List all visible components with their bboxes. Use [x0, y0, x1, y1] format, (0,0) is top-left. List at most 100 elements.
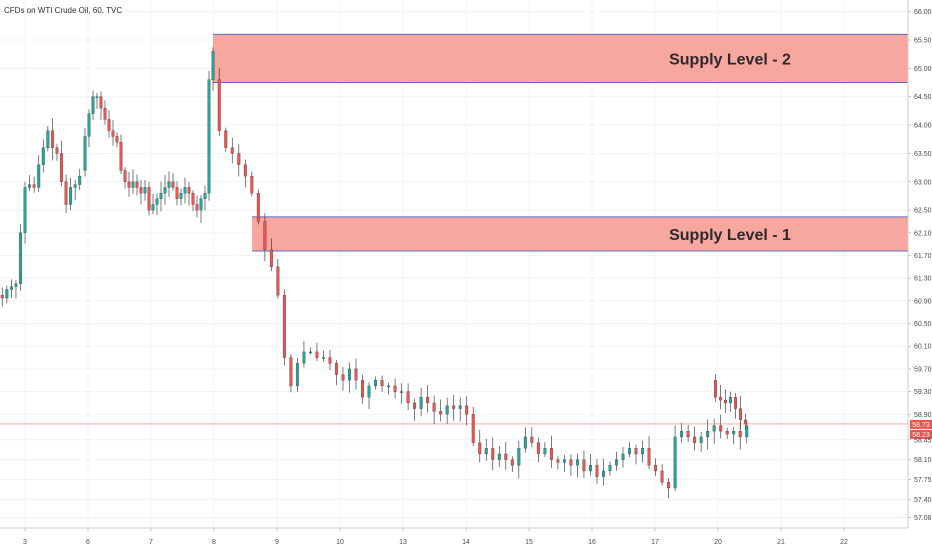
candle-body: [374, 380, 377, 387]
y-tick-label: 66.00: [914, 9, 932, 16]
candle-body: [413, 402, 417, 409]
candle-body: [734, 397, 737, 409]
y-tick-label: 64.00: [914, 123, 932, 130]
supply-zone-label: Supply Level - 1: [669, 227, 791, 244]
candle-body: [14, 283, 18, 287]
candle-body: [46, 130, 50, 148]
candle-body: [706, 431, 710, 438]
price-tag-text: 58.23: [912, 432, 930, 439]
candle-body: [23, 187, 27, 233]
candle-body: [91, 96, 95, 114]
x-tick-label: 7: [149, 539, 153, 546]
candle-body: [719, 425, 723, 432]
candle-body: [491, 448, 495, 460]
candle-body: [426, 397, 430, 404]
candle-body: [99, 96, 103, 109]
y-tick-label: 62.50: [914, 208, 932, 215]
candle-body: [517, 448, 521, 466]
candle-body: [536, 442, 540, 455]
candle-body: [745, 425, 749, 438]
candle-body: [562, 459, 566, 463]
y-tick-label: 60.50: [914, 321, 932, 328]
y-tick-label: 61.30: [914, 276, 932, 283]
candle-body: [712, 425, 716, 432]
candle-body: [78, 175, 82, 185]
candle-body: [199, 198, 203, 211]
candle-body: [183, 187, 187, 194]
candle-body: [504, 453, 508, 460]
y-tick-label: 59.30: [914, 389, 932, 396]
candle-body: [163, 187, 167, 194]
x-tick-label: 3: [23, 539, 27, 546]
candle-body: [131, 181, 135, 188]
y-tick-label: 60.10: [914, 344, 932, 351]
candle-body: [103, 107, 107, 120]
candle-body: [119, 141, 123, 171]
candle-body: [400, 391, 404, 393]
candle-body: [744, 419, 747, 425]
candle-body: [725, 431, 729, 435]
candle-body: [115, 136, 119, 143]
y-tick-label: 57.08: [914, 515, 932, 522]
candle-body: [549, 448, 553, 460]
candlesticks: [0, 47, 749, 499]
candle-body: [159, 192, 163, 199]
candle-body: [55, 147, 59, 154]
candle-body: [276, 266, 280, 296]
candle-body: [69, 187, 73, 205]
candle-body: [50, 130, 54, 148]
x-tick-label: 22: [840, 539, 848, 546]
x-tick-label: 13: [399, 539, 407, 546]
candle-body: [680, 431, 684, 438]
y-tick-label: 58.90: [914, 412, 932, 419]
candle-body: [510, 459, 514, 466]
price-tag-text: 58.73: [912, 422, 930, 429]
x-tick-label: 9: [275, 539, 279, 546]
candle-body: [155, 198, 159, 205]
candle-body: [595, 465, 599, 477]
candle-body: [641, 448, 644, 455]
y-tick-label: 57.40: [914, 497, 932, 504]
candle-body: [328, 357, 332, 364]
candle-body: [295, 363, 299, 387]
candle-body: [634, 448, 638, 455]
candle-body: [575, 459, 579, 466]
candle-body: [0, 295, 4, 299]
candle-body: [256, 192, 260, 222]
candle-body: [439, 411, 443, 415]
candle-body: [686, 431, 690, 438]
candle-body: [699, 436, 703, 443]
candle-body: [151, 204, 155, 211]
candle-body: [556, 459, 560, 463]
candle-body: [9, 286, 13, 290]
candle-body: [387, 385, 391, 388]
candle-body: [41, 147, 45, 165]
candle-body: [361, 380, 364, 398]
price-tag-bg: [910, 429, 932, 439]
candle-body: [393, 385, 397, 392]
candle-body: [582, 459, 586, 472]
x-tick-label: 14: [462, 539, 470, 546]
candle-body: [95, 96, 99, 98]
candle-body: [432, 402, 436, 412]
candle-body: [654, 465, 658, 472]
candle-body: [335, 363, 338, 375]
x-tick-label: 10: [336, 539, 344, 546]
candle-body: [523, 436, 527, 449]
candle-body: [167, 181, 171, 188]
candle-body: [32, 184, 36, 188]
candle-body: [478, 442, 482, 455]
candle-body: [308, 351, 312, 354]
candle-body: [647, 448, 651, 466]
x-tick-label: 8: [212, 539, 216, 546]
candle-body: [530, 436, 534, 443]
candle-body: [589, 465, 592, 472]
candle-body: [269, 249, 273, 267]
price-tag-bg: [910, 419, 932, 429]
supply-zones: Supply Level - 2 Supply Level - 1: [213, 33, 908, 252]
candle-body: [139, 187, 143, 194]
candle-body: [175, 187, 179, 199]
candle-body: [111, 130, 115, 137]
y-tick-label: 63.50: [914, 151, 932, 158]
